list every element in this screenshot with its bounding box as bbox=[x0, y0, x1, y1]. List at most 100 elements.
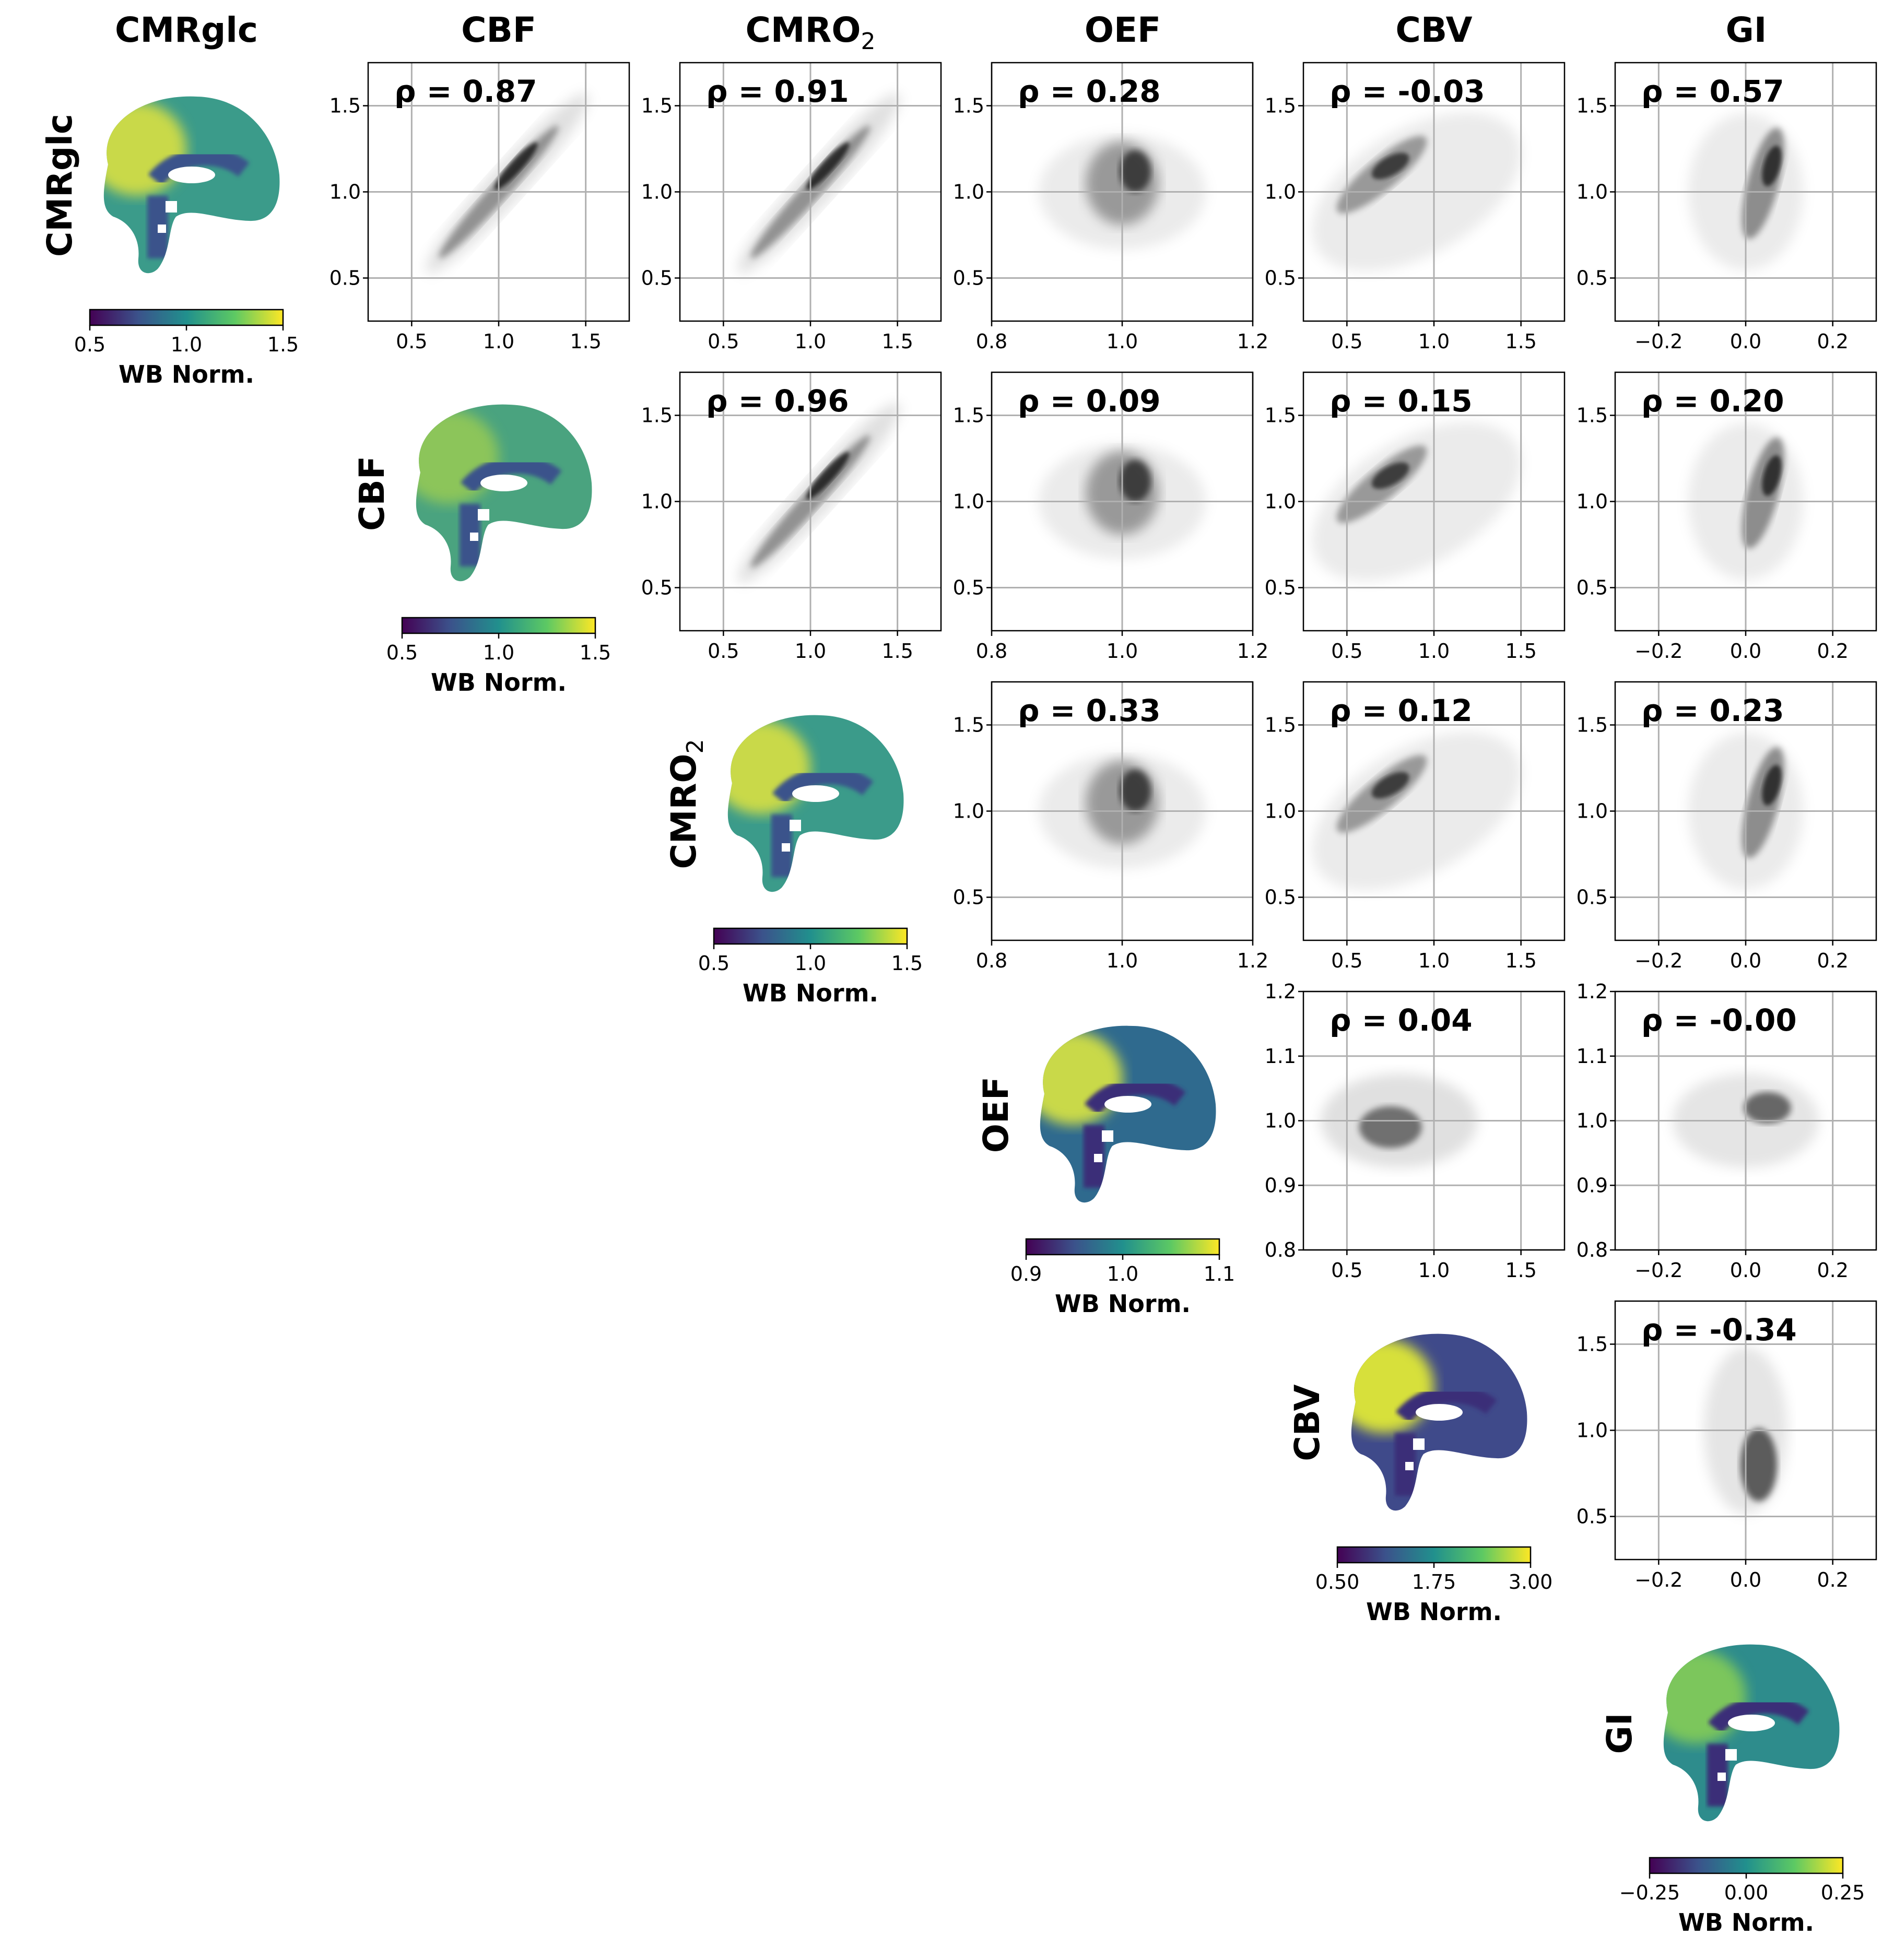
colorbar-tick-label: 1.75 bbox=[1412, 1571, 1456, 1593]
y-tick-label: 1.0 bbox=[1577, 490, 1608, 513]
panel-cmrglc-vs-cbf: 0.5 1.0 1.5 0.5 1.0 1.5 ρ = 0.87 bbox=[330, 62, 630, 353]
colorbar-tick-label: 0.50 bbox=[1315, 1571, 1360, 1593]
correlation-label: ρ = 0.23 bbox=[1641, 693, 1784, 728]
x-tick-label: −0.2 bbox=[1634, 640, 1683, 663]
x-tick-label: 1.0 bbox=[1418, 640, 1450, 663]
column-title-text: CBF bbox=[461, 10, 536, 50]
colorbar-tick-label: 1.1 bbox=[1204, 1262, 1235, 1285]
y-tick-label: 0.5 bbox=[1265, 267, 1296, 290]
density-blob bbox=[1371, 152, 1409, 180]
colorbar-tick-label: 1.0 bbox=[1107, 1262, 1138, 1285]
panel-cbf-vs-cbv: 0.5 1.0 1.5 0.5 1.0 1.5 ρ = 0.15 bbox=[1265, 371, 1566, 663]
x-tick-label: 0.2 bbox=[1817, 330, 1848, 353]
panel-oef-vs-cbv: 0.5 1.0 1.5 0.8 0.9 1.0 1.1 1.2 ρ = 0.04 bbox=[1265, 980, 1566, 1282]
y-tick-label: 1.0 bbox=[1577, 1109, 1608, 1132]
colorbar-gradient bbox=[401, 617, 596, 634]
row-title-text: CBV bbox=[1287, 1384, 1327, 1461]
x-tick-label: −0.2 bbox=[1634, 1259, 1683, 1282]
y-tick-label: 1.0 bbox=[1577, 1419, 1608, 1442]
y-tick-label: 0.5 bbox=[330, 267, 361, 290]
x-tick-label: 1.0 bbox=[1107, 640, 1138, 663]
colorbar-tick-label: −0.25 bbox=[1619, 1881, 1680, 1904]
y-tick-label: 0.5 bbox=[641, 576, 673, 599]
y-tick-label: 1.5 bbox=[953, 714, 984, 737]
y-tick-label: 1.0 bbox=[1265, 800, 1296, 823]
y-tick-label: 1.5 bbox=[1265, 95, 1296, 117]
y-tick-label: 1.5 bbox=[330, 95, 361, 117]
column-title-cbf: CBF bbox=[461, 10, 536, 50]
colorbar-gradient bbox=[1025, 1238, 1220, 1256]
x-tick-label: 0.5 bbox=[708, 640, 739, 663]
panel-cmrglc-vs-cmro2: 0.5 1.0 1.5 0.5 1.0 1.5 ρ = 0.91 bbox=[641, 62, 942, 353]
colorbar-label: WB Norm. bbox=[431, 668, 567, 696]
y-tick-label: 0.5 bbox=[953, 886, 984, 909]
panel-cbf-vs-gi: −0.2 0.0 0.2 0.5 1.0 1.5 ρ = 0.20 bbox=[1577, 371, 1877, 663]
column-title-text: CBV bbox=[1395, 10, 1472, 50]
panel-cmro2-vs-cbv: 0.5 1.0 1.5 0.5 1.0 1.5 ρ = 0.12 bbox=[1265, 681, 1566, 972]
y-tick-label: 1.5 bbox=[1577, 714, 1608, 737]
y-tick-label: 0.5 bbox=[953, 576, 984, 599]
x-tick-label: 0.5 bbox=[396, 330, 427, 353]
density-blob bbox=[806, 142, 850, 190]
correlation-label: ρ = 0.20 bbox=[1641, 383, 1784, 419]
colorbar-tick-label: 1.0 bbox=[483, 641, 514, 664]
x-tick-label: 1.5 bbox=[1505, 640, 1536, 663]
y-tick-label: 1.0 bbox=[641, 490, 673, 513]
colorbar-tick-label: 1.5 bbox=[580, 641, 611, 664]
row-title-text: OEF bbox=[976, 1077, 1016, 1153]
correlation-label: ρ = 0.57 bbox=[1641, 74, 1784, 109]
y-tick-label: 0.5 bbox=[1577, 576, 1608, 599]
colorbar-cbf: 0.5 1.0 1.5 WB Norm. bbox=[386, 617, 611, 696]
y-tick-label: 1.2 bbox=[1265, 980, 1296, 1003]
y-tick-label: 0.5 bbox=[641, 267, 673, 290]
x-tick-label: 0.8 bbox=[976, 640, 1007, 663]
density-blob bbox=[1120, 459, 1151, 502]
y-tick-label: 0.9 bbox=[1265, 1174, 1296, 1197]
colorbar-cbv: 0.50 1.75 3.00 WB Norm. bbox=[1315, 1546, 1552, 1626]
x-tick-label: 1.5 bbox=[1505, 1259, 1536, 1282]
density-blob bbox=[1744, 1092, 1791, 1124]
y-tick-label: 1.2 bbox=[1577, 980, 1608, 1003]
density-blob bbox=[1371, 772, 1409, 799]
y-tick-label: 1.0 bbox=[953, 181, 984, 204]
x-tick-label: 1.5 bbox=[881, 330, 913, 353]
x-tick-label: 0.2 bbox=[1817, 1259, 1848, 1282]
colorbar-tick-label: 1.0 bbox=[795, 952, 826, 975]
y-tick-label: 1.5 bbox=[1577, 404, 1608, 427]
correlation-label: ρ = 0.33 bbox=[1018, 693, 1161, 728]
row-title-text: CMRglc bbox=[40, 114, 80, 257]
correlation-label: ρ = -0.00 bbox=[1641, 1002, 1797, 1038]
y-tick-label: 0.5 bbox=[1265, 576, 1296, 599]
x-tick-label: 1.5 bbox=[570, 330, 601, 353]
density-blob bbox=[1762, 146, 1782, 186]
colorbar-gradient bbox=[713, 927, 908, 945]
colorbar-cmrglc: 0.5 1.0 1.5 WB Norm. bbox=[74, 309, 299, 388]
x-tick-label: 1.0 bbox=[483, 330, 514, 353]
x-tick-label: 1.5 bbox=[1505, 949, 1536, 972]
density-blob bbox=[1762, 455, 1782, 496]
y-tick-label: 0.8 bbox=[1265, 1238, 1296, 1261]
correlation-label: ρ = 0.15 bbox=[1330, 383, 1473, 419]
x-tick-label: −0.2 bbox=[1634, 330, 1683, 353]
y-tick-label: 0.5 bbox=[1577, 886, 1608, 909]
correlation-label: ρ = 0.12 bbox=[1330, 693, 1473, 728]
y-tick-label: 1.5 bbox=[953, 95, 984, 117]
column-title-cbv: CBV bbox=[1395, 10, 1472, 50]
column-title-gi: GI bbox=[1726, 10, 1767, 50]
x-tick-label: 0.2 bbox=[1817, 949, 1848, 972]
x-tick-label: 0.0 bbox=[1730, 949, 1761, 972]
density-blob bbox=[806, 452, 850, 500]
x-tick-label: 1.0 bbox=[1418, 1259, 1450, 1282]
correlation-label: ρ = 0.96 bbox=[706, 383, 849, 419]
column-title-text: GI bbox=[1726, 10, 1767, 50]
row-title-text: GI bbox=[1599, 1713, 1640, 1754]
row-title-subscript: 2 bbox=[682, 739, 709, 753]
x-tick-label: 1.2 bbox=[1237, 330, 1268, 353]
y-tick-label: 0.5 bbox=[1577, 267, 1608, 290]
row-title-cmrglc: CMRglc bbox=[40, 114, 80, 257]
y-tick-label: 1.0 bbox=[953, 800, 984, 823]
x-tick-label: 0.2 bbox=[1817, 1568, 1848, 1591]
correlation-label: ρ = 0.09 bbox=[1018, 383, 1161, 419]
x-tick-label: 0.0 bbox=[1730, 1568, 1761, 1591]
row-title-cbf: CBF bbox=[352, 456, 392, 531]
